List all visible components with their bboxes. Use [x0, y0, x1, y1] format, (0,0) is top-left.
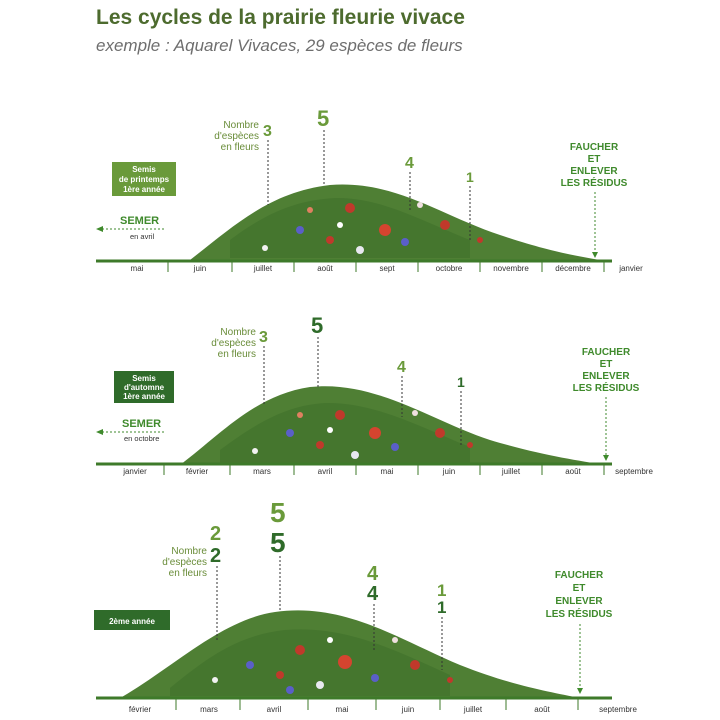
species-count: 4: [405, 155, 414, 172]
species-count: 1: [466, 169, 474, 185]
action-label: FAUCHER: [555, 570, 604, 581]
month-label: sept: [379, 264, 395, 273]
semer-label: SEMER: [120, 215, 159, 227]
species-count: 1: [437, 581, 446, 600]
action-label: LES RÉSIDUS: [546, 607, 613, 620]
species-count: 4: [367, 563, 379, 585]
action-label: ET: [573, 583, 586, 594]
action-label: FAUCHER: [570, 142, 619, 153]
species-count: 5: [311, 313, 323, 338]
species-label: d'espèces: [214, 131, 259, 142]
month-label: août: [534, 705, 550, 714]
panel-autumn-sowing: janvier février mars avril mai juin juil…: [96, 313, 653, 476]
flower-dots: [262, 202, 483, 254]
species-count: 3: [263, 123, 272, 140]
month-label: octobre: [436, 264, 463, 273]
month-label: juin: [401, 705, 414, 714]
semer-label: SEMER: [122, 418, 161, 430]
month-label: juillet: [463, 705, 483, 714]
action-label: LES RÉSIDUS: [573, 381, 640, 394]
species-count: 3: [259, 329, 268, 346]
month-label: avril: [318, 467, 333, 476]
species-label: Nombre: [171, 546, 207, 557]
species-label: d'espèces: [211, 338, 256, 349]
arrow-down-icon: [577, 688, 583, 694]
month-label: avril: [267, 705, 282, 714]
month-label: juin: [193, 264, 206, 273]
species-label: en fleurs: [169, 568, 207, 579]
species-label: d'espèces: [162, 557, 207, 568]
month-label: mars: [200, 705, 218, 714]
month-label: novembre: [493, 264, 529, 273]
month-label: mai: [131, 264, 144, 273]
species-count: 2: [210, 523, 221, 545]
species-count: 4: [397, 359, 406, 376]
sowing-badge: [114, 371, 174, 403]
badge-line: 1ère année: [123, 185, 165, 194]
month-label: décembre: [555, 264, 591, 273]
arrow-left-icon: [96, 429, 103, 435]
action-label: ENLEVER: [582, 371, 630, 382]
species-count: 4: [367, 583, 379, 605]
flower-dots: [252, 410, 473, 459]
arrow-down-icon: [592, 252, 598, 258]
species-label: Nombre: [223, 120, 259, 131]
species-count: 5: [317, 106, 329, 131]
month-label: septembre: [599, 705, 637, 714]
month-label: juin: [442, 467, 455, 476]
page-title: Les cycles de la prairie fleurie vivace: [96, 6, 465, 29]
flower-dots: [212, 637, 453, 694]
month-label: juillet: [501, 467, 521, 476]
month-label: août: [565, 467, 581, 476]
species-label: en fleurs: [221, 142, 259, 153]
action-label: ET: [600, 359, 613, 370]
species-label: Nombre: [220, 327, 256, 338]
panel-second-year: février mars avril mai juin juillet août…: [94, 500, 637, 714]
month-label: août: [317, 264, 333, 273]
action-label: ET: [588, 154, 601, 165]
action-label: ENLEVER: [555, 596, 603, 607]
semer-sub: en avril: [130, 232, 155, 241]
month-label: février: [186, 467, 209, 476]
badge-line: 1ère année: [123, 392, 165, 401]
badge-line: Semis: [132, 374, 156, 383]
month-label: mai: [381, 467, 394, 476]
action-label: LES RÉSIDUS: [561, 176, 628, 189]
action-label: FAUCHER: [582, 347, 631, 358]
arrow-down-icon: [603, 455, 609, 461]
year-badge: [94, 610, 170, 630]
species-count: 1: [457, 374, 465, 390]
month-label: septembre: [615, 467, 653, 476]
month-label: mars: [253, 467, 271, 476]
semer-sub: en octobre: [124, 434, 159, 443]
month-label: janvier: [618, 264, 643, 273]
sowing-badge: [112, 162, 176, 196]
month-label: février: [129, 705, 152, 714]
badge-line: d'automne: [124, 383, 165, 392]
month-label: janvier: [122, 467, 147, 476]
species-count: 1: [437, 598, 446, 617]
species-label: en fleurs: [218, 349, 256, 360]
badge-line: de printemps: [119, 175, 170, 184]
panel-spring-sowing: mai juin juillet août sept octobre novem…: [96, 106, 643, 273]
arrow-left-icon: [96, 226, 103, 232]
species-count: 2: [210, 545, 221, 567]
month-label: juillet: [253, 264, 273, 273]
badge-line: 2ème année: [109, 617, 155, 626]
species-count: 5: [270, 527, 286, 558]
species-count: 5: [270, 500, 286, 528]
action-label: ENLEVER: [570, 166, 618, 177]
page-subtitle: exemple : Aquarel Vivaces, 29 espèces de…: [96, 36, 463, 55]
badge-line: Semis: [132, 165, 156, 174]
month-label: mai: [336, 705, 349, 714]
